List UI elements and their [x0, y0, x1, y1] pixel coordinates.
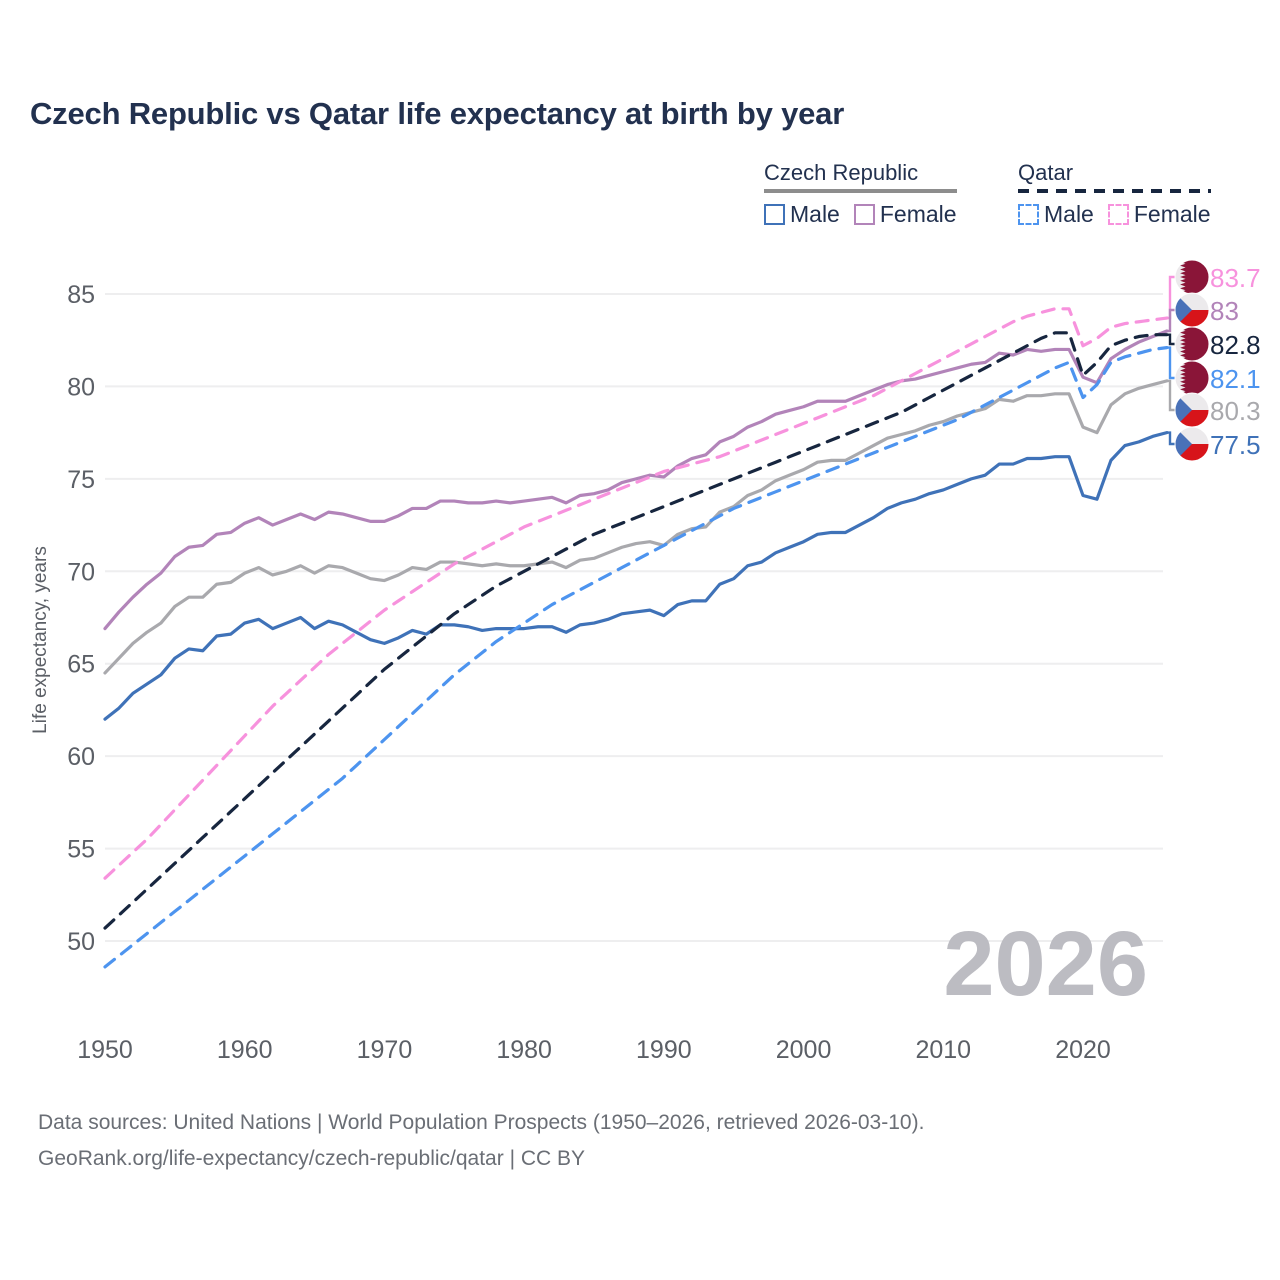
- end-label-connector: [1166, 431, 1177, 446]
- legend-swatch-icon: [764, 204, 785, 225]
- gridlines: [105, 293, 1163, 942]
- end-label-connector: [1166, 275, 1177, 320]
- end-label-value: 82.1: [1210, 364, 1261, 394]
- legend-swatch-icon: [1018, 204, 1039, 225]
- legend-group-qatar: Qatar Male Female: [1018, 160, 1211, 228]
- x-tick-label: 1960: [217, 1036, 273, 1064]
- czech-flag-icon: [1174, 292, 1210, 328]
- legend-label: Female: [1133, 201, 1211, 227]
- y-tick-label: 80: [67, 373, 95, 401]
- series-line-czech_total: [103, 379, 1169, 675]
- end-label-value: 77.5: [1210, 430, 1261, 460]
- y-tick-label: 85: [67, 281, 95, 309]
- legend-rule-czech: [764, 189, 957, 193]
- x-tick-label: 2020: [1055, 1036, 1111, 1064]
- series-line-qatar_male: [103, 346, 1169, 969]
- legend-item-qatar-male[interactable]: Male: [1018, 201, 1094, 228]
- legend-group-czech: Czech Republic Male Female: [764, 160, 957, 228]
- y-axis-title: Life expectancy, years: [30, 546, 51, 734]
- legend-swatch-icon: [853, 204, 875, 225]
- y-tick-label: 55: [67, 836, 95, 864]
- x-tick-label: 2010: [915, 1036, 971, 1064]
- legend-label: Male: [1044, 201, 1094, 227]
- x-axis-tick-labels: 1950 1960 1970 1980 1990 2000 2010 2020: [77, 1036, 1111, 1064]
- end-label-value: 80.3: [1210, 396, 1261, 426]
- y-tick-label: 50: [67, 928, 95, 956]
- y-axis-tick-labels: 50 55 60 65 70 75 80 85: [67, 281, 95, 956]
- qatar-flag-icon: [1174, 326, 1210, 362]
- qatar-flag-icon: [1174, 259, 1210, 295]
- czech-flag-icon: [1174, 426, 1210, 462]
- y-tick-label: 65: [67, 651, 95, 679]
- end-labels: 83.783 82.8 82.180.3 77.5: [1166, 259, 1261, 462]
- page-title: Czech Republic vs Qatar life expectancy …: [30, 96, 845, 131]
- legend-item-qatar-female[interactable]: Female: [1107, 201, 1211, 228]
- data-series-lines: [103, 307, 1169, 969]
- legend-item-czech-male[interactable]: Male: [764, 201, 840, 228]
- legend-rule-qatar: [1018, 189, 1211, 193]
- series-line-czech_male: [103, 431, 1169, 721]
- x-tick-label: 1970: [357, 1036, 413, 1064]
- footer-line-1: Data sources: United Nations | World Pop…: [38, 1111, 925, 1134]
- y-tick-label: 60: [67, 743, 95, 771]
- x-tick-label: 1990: [636, 1036, 692, 1064]
- legend-item-czech-female[interactable]: Female: [853, 201, 957, 228]
- qatar-flag-icon: [1174, 360, 1210, 396]
- end-label-connector: [1166, 308, 1177, 333]
- x-tick-label: 2000: [776, 1036, 832, 1064]
- footer-line-2: GeoRank.org/life-expectancy/czech-republ…: [38, 1147, 586, 1170]
- end-label-connector: [1166, 333, 1177, 346]
- legend-swatch-icon: [1107, 204, 1129, 225]
- legend-group-title-qatar: Qatar: [1018, 160, 1074, 185]
- series-line-qatar_female: [103, 307, 1169, 880]
- end-label-connector: [1166, 379, 1177, 412]
- y-tick-label: 75: [67, 466, 95, 494]
- end-label-value: 82.8: [1210, 330, 1261, 360]
- series-line-qatar_total: [103, 331, 1169, 930]
- legend-label: Male: [790, 201, 840, 227]
- year-watermark: 2026: [943, 913, 1148, 1015]
- legend-label: Female: [879, 201, 957, 227]
- x-tick-label: 1980: [496, 1036, 552, 1064]
- x-tick-label: 1950: [77, 1036, 133, 1064]
- end-label-connector: [1166, 346, 1177, 380]
- czech-flag-icon: [1174, 392, 1210, 428]
- chart-legend: Czech Republic Male Female Qatar Male: [756, 160, 1256, 240]
- legend-group-title-czech: Czech Republic: [764, 160, 919, 185]
- series-line-czech_female: [103, 329, 1169, 631]
- y-tick-label: 70: [67, 558, 95, 586]
- footer-attribution: Data sources: United Nations | World Pop…: [38, 1105, 924, 1177]
- end-label-value: 83.7: [1210, 263, 1261, 293]
- end-label-value: 83: [1210, 296, 1239, 326]
